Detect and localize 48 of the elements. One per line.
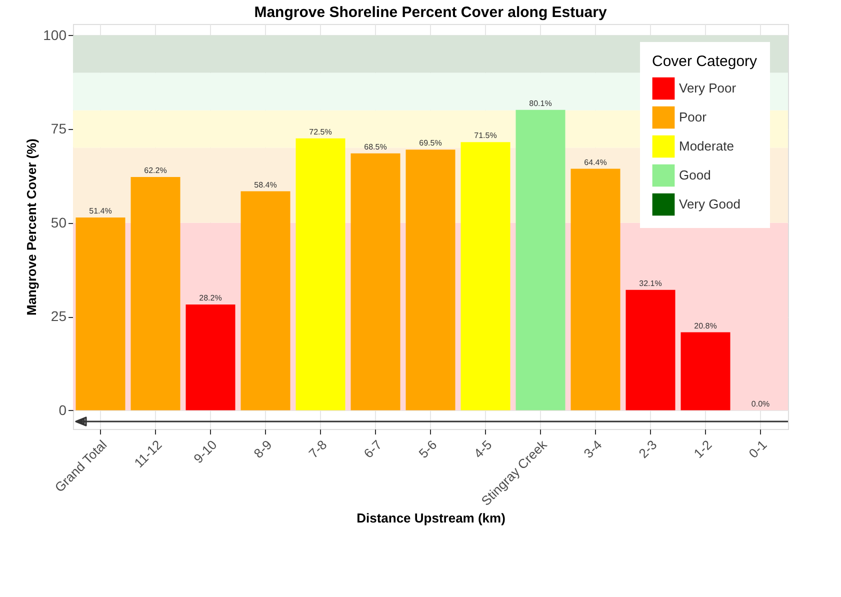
text: 20.8%	[694, 321, 717, 330]
y-tick-label: 100	[43, 26, 67, 43]
text: 64.4%	[584, 158, 607, 167]
y-tick-label: 0	[58, 402, 67, 418]
text: 68.5%	[364, 142, 387, 152]
text: 71.5%	[474, 131, 497, 140]
bar	[570, 168, 620, 410]
x-tick-label: 7-8	[306, 437, 330, 461]
bar	[240, 191, 290, 410]
x-tick-label: 4-5	[470, 437, 495, 461]
y-tick-label: 75	[50, 120, 67, 136]
y-tick-label: 25	[50, 308, 67, 324]
text: 51.4%	[89, 206, 112, 216]
x-tick-label: 6-7	[360, 437, 385, 461]
bar	[516, 110, 566, 410]
chart-title: Mangrove Shoreline Percent Cover along Estuary	[254, 4, 608, 21]
legend-label: Moderate	[679, 138, 734, 154]
text: 72.5%	[309, 127, 332, 136]
text: 62.2%	[144, 166, 167, 175]
bar	[406, 150, 456, 410]
x-axis-title: Distance Upstream (km)	[356, 510, 506, 526]
text: 58.4%	[254, 180, 277, 190]
bar	[626, 290, 676, 410]
x-tick-label: 8-9	[250, 437, 275, 461]
legend-title: Cover Category	[652, 53, 758, 70]
text: 80.1%	[529, 98, 552, 108]
y-axis-title: Mangrove Percent Cover (%)	[24, 138, 40, 316]
text: 0.0%	[751, 399, 770, 408]
x-tick-label: 3-4	[580, 437, 605, 461]
legend-label: Poor	[679, 110, 708, 124]
x-tick-label: 5-6	[416, 437, 440, 461]
bar	[350, 153, 400, 410]
bar	[680, 332, 730, 410]
x-tick-label: 2-3	[636, 437, 660, 461]
legend-label: Very Good	[679, 196, 740, 212]
legend-label: Good	[679, 168, 711, 182]
y-tick-label: 50	[50, 214, 67, 230]
bar	[130, 177, 180, 410]
bar	[186, 304, 236, 410]
text: 69.5%	[419, 138, 442, 148]
legend-label: Very Poor	[679, 80, 737, 96]
bar	[296, 138, 346, 410]
bar	[76, 218, 126, 410]
x-tick-label: 1-2	[690, 437, 715, 461]
text: 32.1%	[639, 278, 662, 288]
bar	[460, 142, 510, 410]
text: 28.2%	[199, 294, 222, 302]
x-tick-label: 0-1	[746, 437, 770, 461]
